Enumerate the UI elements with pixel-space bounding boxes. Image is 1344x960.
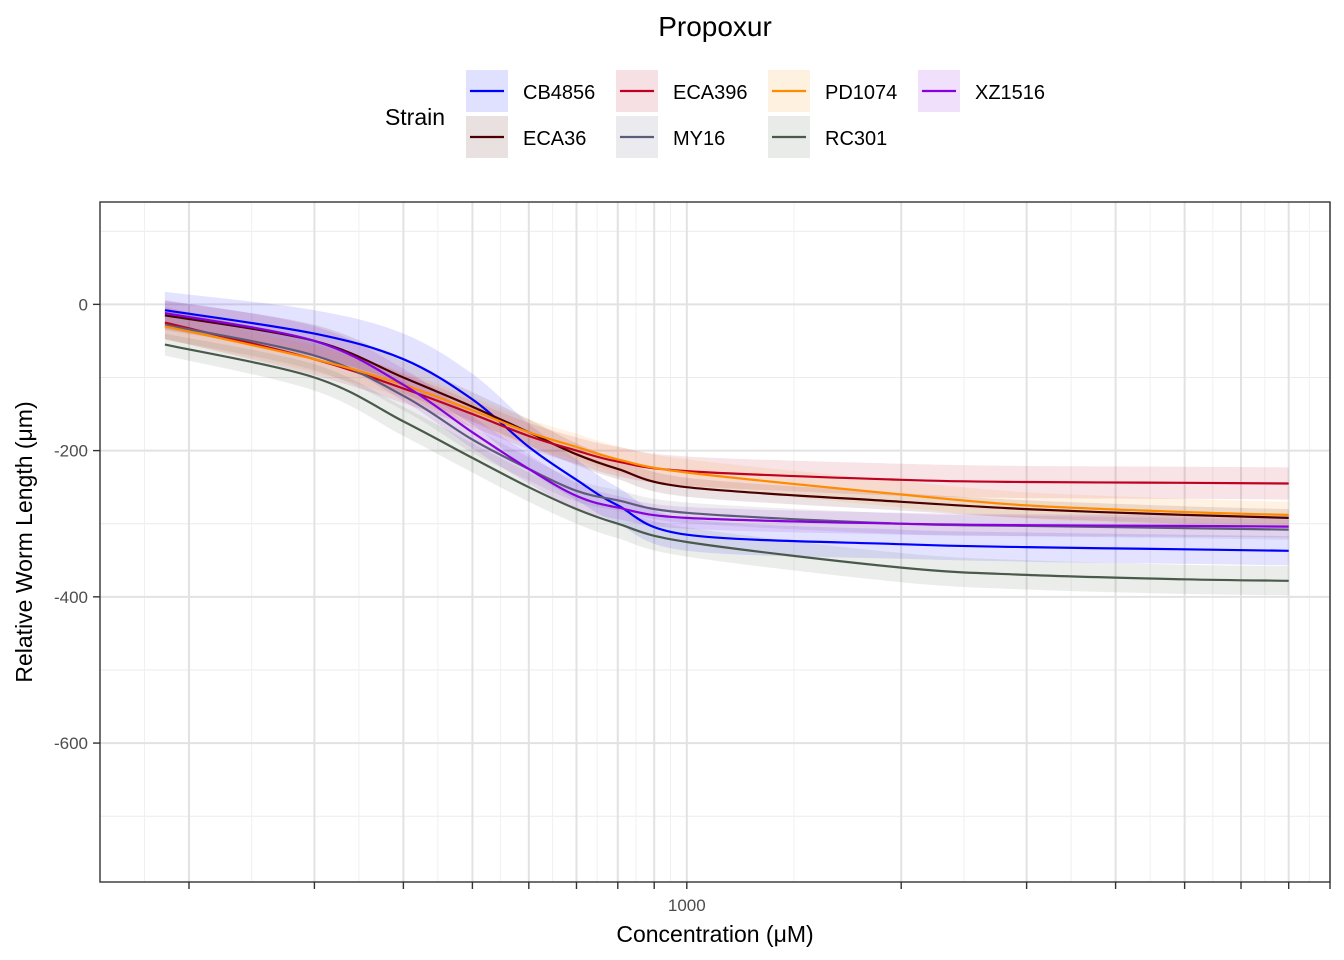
legend-item-eca396: ECA396 — [616, 70, 748, 112]
legend-item-rc301: RC301 — [768, 116, 887, 158]
series-line-my16 — [164, 323, 1289, 531]
series-line-pd1074 — [164, 325, 1289, 516]
ribbon-xz1516 — [164, 300, 1289, 538]
legend-item-xz1516: XZ1516 — [918, 70, 1045, 112]
series-lines — [164, 309, 1289, 582]
legend-label: RC301 — [825, 128, 887, 150]
chart-title: Propoxur — [658, 11, 772, 42]
ribbon-rc301 — [164, 333, 1289, 596]
series-line-xz1516 — [164, 312, 1289, 528]
ribbon-eca396 — [164, 306, 1289, 500]
series-line-eca396 — [164, 321, 1289, 485]
legend-label: XZ1516 — [975, 82, 1045, 104]
series-line-eca36 — [164, 314, 1289, 519]
plot-border — [99, 201, 1331, 883]
legend-label: CB4856 — [523, 82, 595, 104]
legend-label: MY16 — [673, 128, 725, 150]
legend-label: ECA36 — [523, 128, 586, 150]
y-tick-label: -600 — [54, 734, 88, 753]
legend-item-my16: MY16 — [616, 116, 725, 158]
x-tick-label: 1000 — [668, 896, 706, 915]
legend-item-cb4856: CB4856 — [466, 70, 595, 112]
series-line-rc301 — [164, 343, 1289, 582]
ribbon-cb4856 — [164, 291, 1289, 566]
axes: 0 -200 -400 -600 1000 — [54, 295, 1331, 915]
ribbon-pd1074 — [164, 313, 1289, 529]
legend-item-eca36: ECA36 — [466, 116, 586, 158]
legend-title: Strain — [385, 104, 445, 130]
y-tick-label: -200 — [54, 442, 88, 461]
legend: CB4856 ECA36 ECA396 MY16 PD1074 RC301 XZ1516 — [466, 70, 1045, 158]
y-tick-label: 0 — [79, 295, 88, 314]
legend-item-pd1074: PD1074 — [768, 70, 897, 112]
confidence-ribbons — [164, 291, 1289, 596]
y-axis-label: Relative Worm Length (μm) — [11, 401, 37, 682]
series-line-cb4856 — [164, 309, 1289, 552]
plot-panel — [100, 202, 1330, 882]
legend-label: PD1074 — [825, 82, 897, 104]
ribbon-eca36 — [164, 300, 1289, 527]
grid — [100, 202, 1331, 882]
legend-label: ECA396 — [673, 82, 748, 104]
x-axis-label: Concentration (μM) — [616, 921, 813, 947]
y-tick-label: -400 — [54, 588, 88, 607]
